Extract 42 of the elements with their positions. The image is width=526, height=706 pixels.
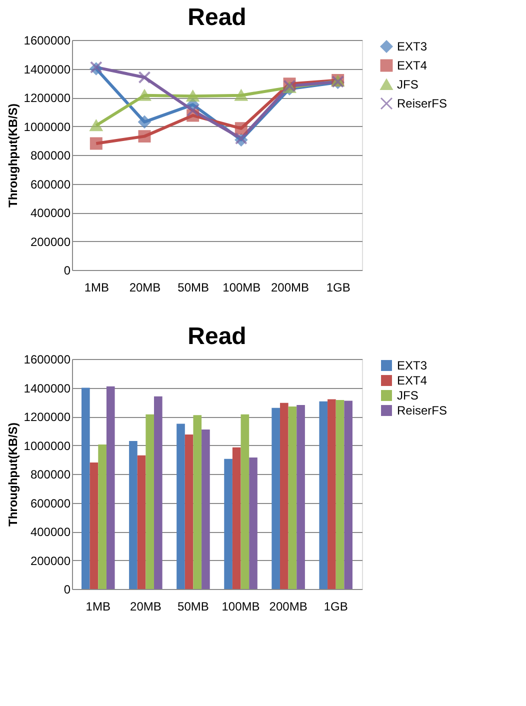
legend-label: EXT3 (397, 358, 428, 372)
y-tick-label: 1000000 (24, 120, 71, 134)
y-axis-title: Throughput(KB/S) (6, 422, 20, 526)
y-tick-label: 1200000 (24, 410, 71, 424)
y-tick-label: 600000 (30, 496, 71, 510)
y-tick-label: 200000 (30, 554, 71, 568)
legend-label: EXT3 (397, 40, 428, 54)
x-tick-label: 20MB (130, 600, 162, 614)
y-tick-label: 1600000 (24, 352, 71, 366)
x-tick-label: 50MB (178, 280, 210, 294)
x-tick-label: 50MB (178, 600, 209, 614)
chart-title: Read (188, 4, 246, 31)
y-tick-label: 1600000 (24, 34, 71, 48)
x-tick-label: 1MB (86, 600, 110, 614)
legend-label: JFS (397, 78, 418, 92)
y-tick-label: 400000 (30, 206, 71, 220)
legend-label: EXT4 (397, 374, 428, 388)
y-axis-title: Throughput(KB/S) (6, 104, 20, 208)
x-tick-label: 200MB (269, 600, 308, 614)
y-tick-label: 0 (64, 264, 71, 278)
legend-label: ReiserFS (397, 404, 448, 418)
y-tick-label: 1000000 (24, 438, 71, 453)
y-tick-label: 800000 (30, 148, 71, 162)
x-tick-label: 20MB (129, 280, 161, 294)
y-tick-label: 1400000 (24, 381, 71, 396)
x-tick-label: 100MB (222, 600, 260, 614)
y-tick-label: 600000 (30, 177, 71, 192)
chart-title: Read (188, 323, 246, 350)
legend-label: ReiserFS (397, 96, 448, 110)
x-tick-label: 1GB (324, 600, 348, 614)
y-tick-label: 800000 (30, 468, 71, 482)
y-tick-label: 200000 (30, 234, 71, 249)
y-tick-label: 0 (64, 582, 71, 596)
y-tick-label: 400000 (30, 525, 71, 539)
y-tick-label: 1200000 (24, 91, 71, 105)
x-tick-label: 1GB (326, 280, 350, 294)
x-tick-label: 1MB (84, 280, 110, 294)
x-tick-label: 200MB (270, 280, 310, 294)
y-tick-label: 1400000 (24, 62, 71, 76)
legend-label: JFS (397, 388, 418, 402)
x-tick-label: 100MB (222, 280, 261, 294)
legend-label: EXT4 (397, 58, 428, 72)
